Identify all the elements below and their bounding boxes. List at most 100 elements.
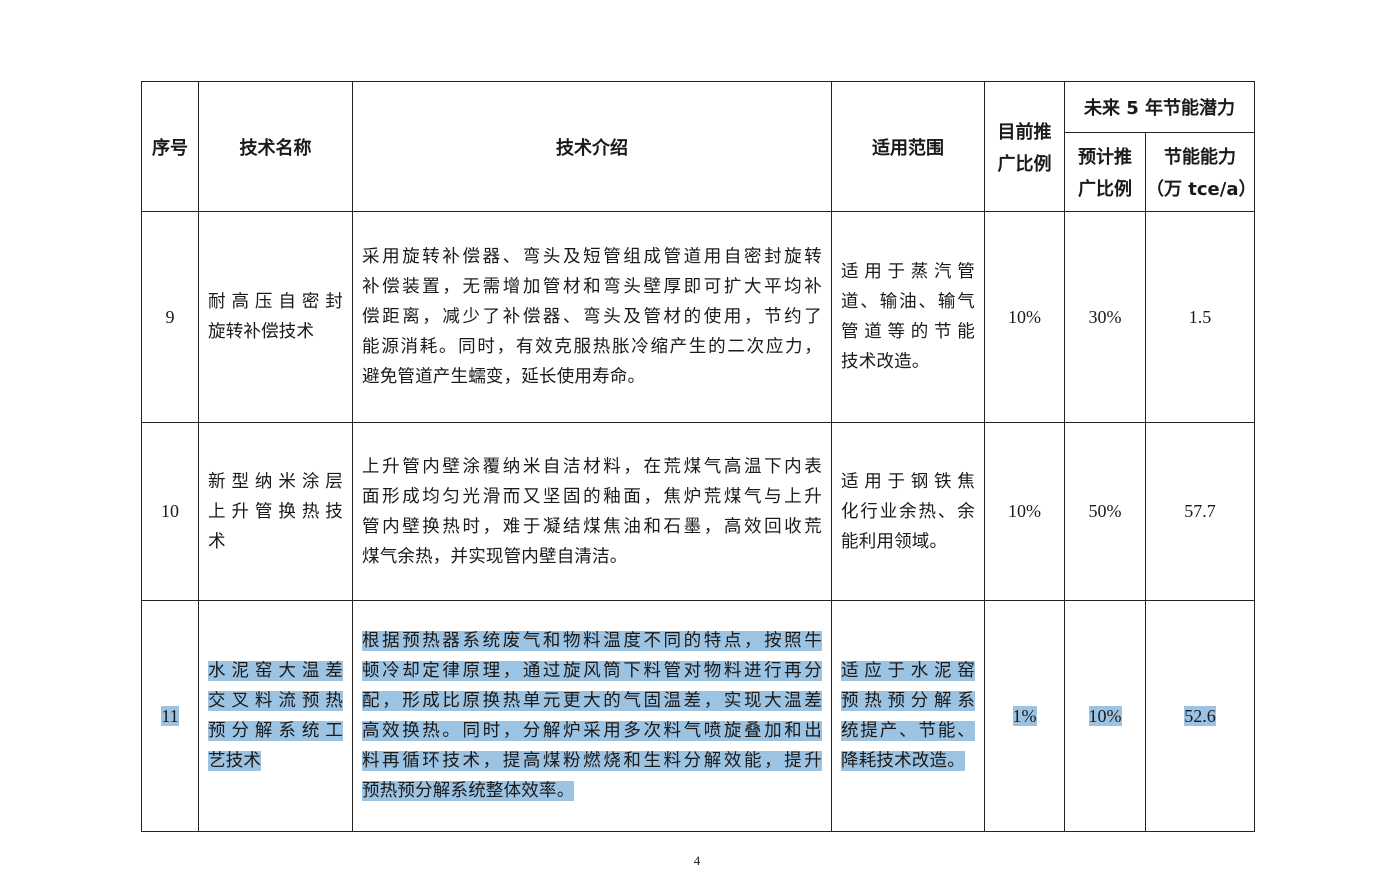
line-text: 料再循环技术，提高煤粉燃烧和生料分解效能，提升 bbox=[362, 751, 822, 771]
line-text: 技术改造。 bbox=[841, 352, 930, 372]
text-line: 避免管道产生蠕变，延长使用寿命。 bbox=[362, 362, 822, 392]
text-line: 降耗技术改造。 bbox=[841, 746, 975, 776]
cell-seq: 9 bbox=[141, 211, 199, 423]
table-row: 9 耐高压自密封 旋转补偿技术 采用旋转补偿器、弯头及短管组成管道用自密封旋转 补偿装置… bbox=[141, 211, 1255, 423]
text-line: 新型纳米涂层 bbox=[208, 467, 343, 497]
header-line: （万 tce/a） bbox=[1146, 179, 1257, 200]
text-line: 面形成均匀光滑而又坚固的釉面，焦炉荒煤气与上升 bbox=[362, 482, 822, 512]
text-line: 适用于蒸汽管 bbox=[841, 257, 975, 287]
text-line: 适用于钢铁焦 bbox=[841, 467, 975, 497]
text-line: 能源消耗。同时，有效克服热胀冷缩产生的二次应力， bbox=[362, 332, 822, 362]
text-line: 技术改造。 bbox=[841, 347, 975, 377]
cell-current-ratio: 10% bbox=[984, 211, 1065, 423]
header-future-group: 未来 5 年节能潜力 bbox=[1064, 81, 1255, 133]
cell-scope: 适用于蒸汽管道、输油、输气 管道等的节能 技术改造。 bbox=[831, 211, 985, 423]
page-number: 4 bbox=[693, 853, 701, 868]
line-text: 水泥窑大温差 bbox=[208, 661, 343, 681]
cell-scope: 适应于水泥窑 预热预分解系统提产、节能、降耗技术改造。 bbox=[831, 600, 985, 832]
line-text: 预热预分解系 bbox=[841, 691, 975, 711]
cell-intro: 根据预热器系统废气和物料温度不同的特点，按照牛顿冷却定律原理，通过旋风筒下料管对… bbox=[352, 600, 832, 832]
line-text: 适用于钢铁焦 bbox=[841, 471, 975, 492]
header-line: 预计推 bbox=[1078, 147, 1132, 168]
line-text: 煤气余热，并实现管内壁自清洁。 bbox=[362, 546, 628, 567]
line-text: 管道等的节能 bbox=[841, 322, 975, 342]
text-line: 顿冷却定律原理，通过旋风筒下料管对物料进行再分 bbox=[362, 656, 822, 686]
text-line: 煤气余热，并实现管内壁自清洁。 bbox=[362, 542, 822, 572]
line-text: 管内壁换热时，难于凝结煤焦油和石墨，高效回收荒 bbox=[362, 516, 822, 537]
line-text: 配，形成比原换热单元更大的气固温差，实现大温差 bbox=[362, 691, 822, 711]
cell-current-ratio: 10% bbox=[984, 422, 1065, 601]
line-text: 适应于水泥窑 bbox=[841, 661, 975, 681]
header-line: 广比例 bbox=[1078, 179, 1132, 200]
line-text: 预热预分解系统整体效率。 bbox=[362, 781, 575, 801]
line-text: 避免管道产生蠕变，延长使用寿命。 bbox=[362, 367, 646, 387]
text-line: 预热预分解系统整体效率。 bbox=[362, 776, 822, 806]
header-future-ratio: 预计推 广比例 bbox=[1064, 132, 1146, 212]
line-text: 偿距离，减少了补偿器、弯头及管材的使用，节约了 bbox=[362, 307, 822, 327]
text-line: 适应于水泥窑 bbox=[841, 656, 975, 686]
text-line: 耐高压自密封 bbox=[208, 287, 343, 317]
text-line: 补偿装置，无需增加管材和弯头壁厚即可扩大平均补 bbox=[362, 272, 822, 302]
cell-name: 新型纳米涂层上升管换热技术 bbox=[198, 422, 353, 601]
text-line: 料再循环技术，提高煤粉燃烧和生料分解效能，提升 bbox=[362, 746, 822, 776]
cell-capacity: 57.7 bbox=[1145, 422, 1255, 601]
header-scope: 适用范围 bbox=[831, 81, 985, 212]
text-line: 统提产、节能、 bbox=[841, 716, 975, 746]
text-line: 交叉料流预热 bbox=[208, 686, 343, 716]
cell-future-ratio: 50% bbox=[1064, 422, 1146, 601]
line-text: 上升管换热技 bbox=[208, 501, 343, 522]
line-text: 高效换热。同时，分解炉采用多次料气喷旋叠加和出 bbox=[362, 721, 822, 741]
line-text: 交叉料流预热 bbox=[208, 691, 343, 711]
value-text: 10% bbox=[1088, 705, 1122, 726]
header-intro: 技术介绍 bbox=[352, 81, 832, 212]
table-row: 11 水泥窑大温差 交叉料流预热 预分解系统工 艺技术 根据预热器系统废气和物料温度不同的… bbox=[141, 600, 1255, 832]
cell-intro: 上升管内壁涂覆纳米自洁材料，在荒煤气高温下内表 面形成均匀光滑而又坚固的釉面，焦炉… bbox=[352, 422, 832, 601]
value-text: 10 bbox=[161, 501, 179, 521]
header-name: 技术名称 bbox=[198, 81, 353, 212]
line-text: 面形成均匀光滑而又坚固的釉面，焦炉荒煤气与上升 bbox=[362, 486, 822, 507]
header-seq: 序号 bbox=[141, 81, 199, 212]
text-line: 采用旋转补偿器、弯头及短管组成管道用自密封旋转 bbox=[362, 242, 822, 272]
text-line: 艺技术 bbox=[208, 746, 343, 776]
text-line: 水泥窑大温差 bbox=[208, 656, 343, 686]
cell-capacity: 1.5 bbox=[1145, 211, 1255, 423]
line-text: 补偿装置，无需增加管材和弯头壁厚即可扩大平均补 bbox=[362, 277, 822, 297]
line-text: 预分解系统工 bbox=[208, 721, 343, 741]
cell-current-ratio: 1% bbox=[984, 600, 1065, 832]
text-line: 能利用领域。 bbox=[841, 527, 975, 557]
value-text: 10% bbox=[1008, 306, 1041, 327]
cell-seq: 11 bbox=[141, 600, 199, 832]
header-capacity: 节能能力 （万 tce/a） bbox=[1145, 132, 1257, 212]
text-line: 旋转补偿技术 bbox=[208, 317, 343, 347]
value-text: 10% bbox=[1008, 501, 1041, 521]
line-text: 能源消耗。同时，有效克服热胀冷缩产生的二次应力， bbox=[362, 337, 822, 357]
value-text: 30% bbox=[1088, 306, 1122, 327]
line-text: 道、输油、输气 bbox=[841, 292, 975, 312]
text-line: 高效换热。同时，分解炉采用多次料气喷旋叠加和出 bbox=[362, 716, 822, 746]
text-line: 术 bbox=[208, 527, 343, 557]
line-text: 上升管内壁涂覆纳米自洁材料，在荒煤气高温下内表 bbox=[362, 456, 822, 477]
value-text: 52.6 bbox=[1184, 705, 1216, 726]
value-text: 1.5 bbox=[1188, 306, 1212, 327]
text-line: 管内壁换热时，难于凝结煤焦油和石墨，高效回收荒 bbox=[362, 512, 822, 542]
line-text: 旋转补偿技术 bbox=[208, 322, 315, 342]
cell-seq: 10 bbox=[141, 422, 199, 601]
value-text: 1% bbox=[1012, 705, 1037, 726]
value-text: 9 bbox=[165, 306, 175, 327]
line-text: 根据预热器系统废气和物料温度不同的特点，按照牛 bbox=[362, 631, 822, 651]
line-text: 艺技术 bbox=[208, 751, 262, 771]
value-text: 50% bbox=[1088, 501, 1122, 521]
line-text: 降耗技术改造。 bbox=[841, 751, 965, 771]
cell-future-ratio: 10% bbox=[1064, 600, 1146, 832]
cell-capacity: 52.6 bbox=[1145, 600, 1255, 832]
line-text: 能利用领域。 bbox=[841, 531, 948, 552]
cell-name: 水泥窑大温差 交叉料流预热 预分解系统工 艺技术 bbox=[198, 600, 353, 832]
cell-intro: 采用旋转补偿器、弯头及短管组成管道用自密封旋转补偿装置，无需增加管材和弯头壁厚即… bbox=[352, 211, 832, 423]
table-row: 10 新型纳米涂层 上升管换热技术上升管内壁涂覆纳米自洁材料，在荒煤气高温下内表 面形… bbox=[141, 422, 1255, 601]
header-current-ratio: 目前推 广比例 bbox=[984, 81, 1065, 212]
energy-tech-table: 序号 技术名称 技术介绍 适用范围 目前推 广比例 未来 5 年节能潜力 预计推广… bbox=[141, 81, 1257, 832]
cell-name: 耐高压自密封 旋转补偿技术 bbox=[198, 211, 353, 423]
text-line: 偿距离，减少了补偿器、弯头及管材的使用，节约了 bbox=[362, 302, 822, 332]
text-line: 预热预分解系 bbox=[841, 686, 975, 716]
line-text: 耐高压自密封 bbox=[208, 292, 343, 312]
